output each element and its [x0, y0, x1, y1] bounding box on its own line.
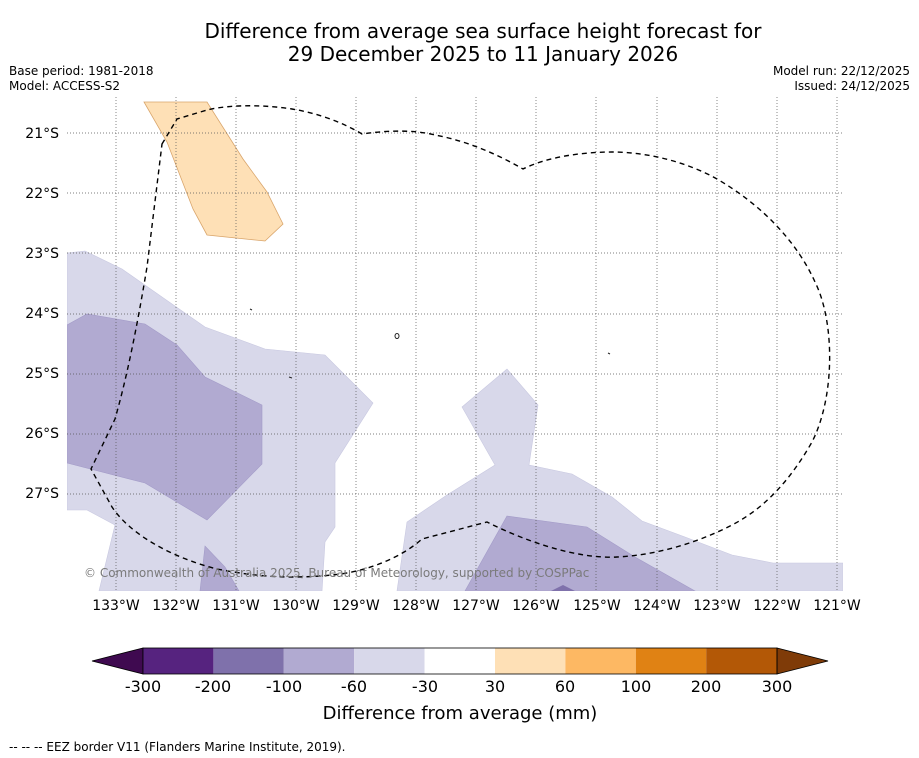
colorbar-segment	[213, 648, 284, 674]
colorbar-tick: -30	[411, 677, 439, 696]
chart-title-line2: 29 December 2025 to 11 January 2026	[287, 42, 679, 66]
lat-label: 26°S	[25, 426, 59, 442]
colorbar-segment	[706, 648, 777, 674]
colorbar-segment	[143, 648, 214, 674]
island-marker	[394, 333, 400, 339]
lon-label: 132°W	[152, 598, 200, 614]
issued-date: Issued: 24/12/2025	[794, 79, 910, 93]
anomaly-region-southeast-dark	[551, 585, 575, 591]
lat-label: 21°S	[25, 126, 59, 142]
colorbar-tick: 60	[554, 677, 576, 696]
lon-label: 122°W	[753, 598, 801, 614]
lat-label: 23°S	[25, 246, 59, 262]
gridlines	[67, 97, 843, 591]
colorbar-extend-low	[91, 647, 144, 675]
lon-label: 124°W	[633, 598, 681, 614]
colorbar-outline	[142, 647, 778, 675]
lon-label: 126°W	[512, 598, 560, 614]
map-panel	[67, 97, 843, 591]
colorbar-segment	[283, 648, 355, 674]
anomaly-region-west-medium	[67, 313, 263, 521]
base-period: Base period: 1981-2018	[9, 64, 154, 78]
anomaly-region-southeast-medium	[464, 515, 696, 591]
lat-label: 22°S	[25, 186, 59, 202]
lon-label: 129°W	[332, 598, 380, 614]
eez-footnote: -- -- -- EEZ border V11 (Flanders Marine…	[9, 740, 346, 754]
colorbar-extend-high	[776, 647, 829, 675]
lon-label: 123°W	[693, 598, 741, 614]
colorbar-tick: 200	[690, 677, 722, 696]
colorbar-tick: 100	[620, 677, 652, 696]
anomaly-region-north-orange	[143, 101, 284, 242]
colorbar-tick: -100	[265, 677, 303, 696]
lat-label: 24°S	[25, 306, 59, 322]
island-marker	[288, 376, 293, 379]
lon-label: 133°W	[92, 598, 140, 614]
lon-label: 128°W	[392, 598, 440, 614]
lon-label: 127°W	[452, 598, 500, 614]
model-name: Model: ACCESS-S2	[9, 79, 121, 93]
island-marker	[607, 352, 611, 355]
eez-border	[90, 105, 831, 578]
lon-label: 130°W	[272, 598, 320, 614]
lon-label: 121°W	[813, 598, 861, 614]
colorbar	[91, 647, 829, 675]
copyright-notice: © Commonwealth of Australia 2025, Bureau…	[84, 566, 590, 580]
colorbar-segment	[635, 648, 707, 674]
colorbar-tick: -60	[340, 677, 368, 696]
lon-label: 131°W	[212, 598, 260, 614]
colorbar-segment	[495, 648, 566, 674]
colorbar-tick: 30	[484, 677, 506, 696]
colorbar-tick: -300	[124, 677, 162, 696]
anomaly-region-west-small	[199, 545, 240, 591]
colorbar-segment	[354, 648, 425, 674]
colorbar-tick: 300	[761, 677, 793, 696]
colorbar-tick: -200	[194, 677, 232, 696]
lat-label: 27°S	[25, 486, 59, 502]
colorbar-label: Difference from average (mm)	[322, 703, 598, 724]
model-run: Model run: 22/12/2025	[772, 64, 910, 78]
lat-label: 25°S	[25, 366, 59, 382]
colorbar-segment	[565, 648, 636, 674]
chart-title-line1: Difference from average sea surface heig…	[204, 19, 762, 43]
island-marker	[249, 308, 253, 311]
colorbar-segment	[424, 648, 495, 674]
lon-label: 125°W	[573, 598, 621, 614]
